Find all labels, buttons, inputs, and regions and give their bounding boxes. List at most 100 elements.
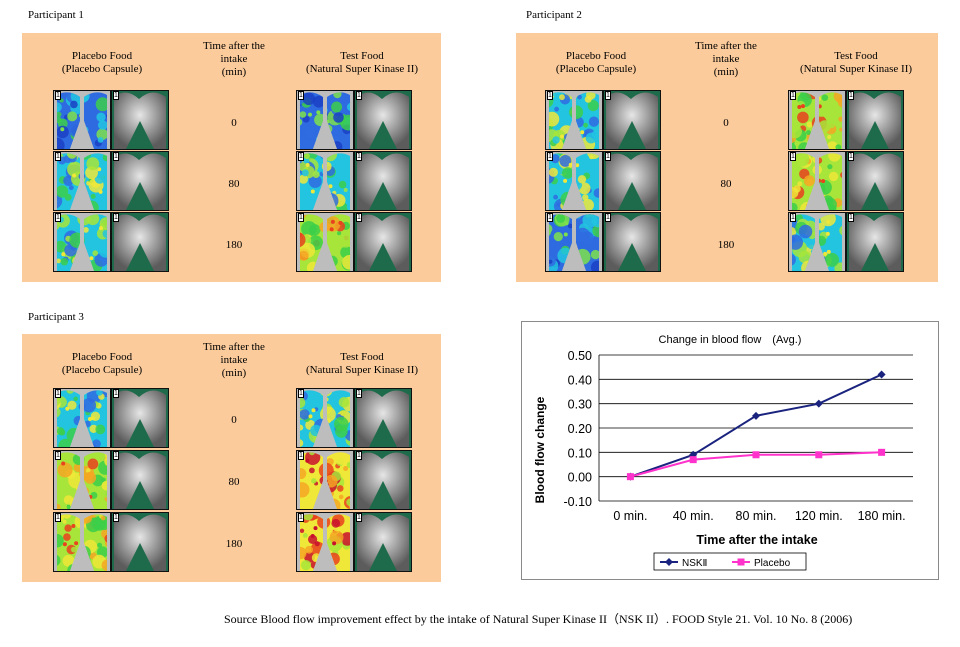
thumb-corner-marker: 1 (790, 213, 796, 222)
placebo-header-line2: (Placebo Capsule) (555, 63, 637, 75)
test-header-line2: (Natural Super Kinase II) (799, 63, 913, 75)
placebo-header-line1: Placebo Food (565, 50, 627, 62)
data-point (877, 370, 886, 379)
time-value: 0 (231, 414, 237, 426)
thumb-corner-marker: 1 (298, 213, 304, 222)
visible-image: 1 (846, 90, 904, 150)
data-point (626, 473, 634, 481)
thumb-corner-marker: 1 (298, 152, 304, 161)
thumb-corner-marker: 1 (113, 389, 119, 398)
thumb-corner-marker: 1 (298, 91, 304, 100)
thermography-image: 1 (53, 212, 111, 272)
visible-image: 1 (603, 151, 661, 211)
visible-image: 1 (846, 212, 904, 272)
thermography-image: 1 (788, 90, 846, 150)
thermography-image: 1 (53, 388, 111, 448)
data-point (752, 451, 760, 459)
visible-image: 1 (603, 212, 661, 272)
time-value: 80 (228, 178, 240, 190)
source-citation: Source Blood flow improvement effect by … (224, 612, 853, 626)
y-tick-label: 0.10 (568, 446, 592, 460)
x-axis-label: Time after the intake (696, 533, 817, 547)
placebo-header: Placebo Food (Placebo Capsule) (42, 50, 162, 76)
data-point (815, 451, 823, 459)
test-header-line2: (Natural Super Kinase II) (305, 63, 419, 75)
thumb-corner-marker: 1 (356, 389, 362, 398)
participant-2-panel: Placebo Food (Placebo Capsule) Time afte… (516, 33, 938, 282)
visible-image: 1 (111, 388, 169, 448)
thumb-corner-marker: 1 (113, 91, 119, 100)
data-point (752, 411, 760, 420)
axis-layer: -0.10 0.00 0.10 0.20 0.30 0.40 0.50 0 min. 40 mi… (564, 349, 906, 523)
time-header-line2: intake (220, 53, 248, 65)
thumb-corner-marker: 1 (298, 451, 304, 460)
time-value: 0 (723, 117, 729, 129)
thumb-corner-marker: 1 (848, 91, 854, 100)
thermography-image: 1 (296, 450, 354, 510)
thumb-corner-marker: 1 (55, 213, 61, 222)
x-tick-label: 0 min. (613, 509, 647, 523)
time-header: Time after the intake (min) (194, 341, 274, 380)
participant-3-label: Participant 3 (28, 311, 84, 323)
thumb-corner-marker: 1 (356, 213, 362, 222)
thumb-corner-marker: 1 (356, 451, 362, 460)
thermography-image: 1 (53, 90, 111, 150)
thumb-corner-marker: 1 (547, 213, 553, 222)
thermography-image: 1 (296, 212, 354, 272)
time-header-line1: Time after the (695, 40, 757, 52)
time-value: 0 (231, 117, 237, 129)
thumb-corner-marker: 1 (848, 152, 854, 161)
visible-image: 1 (111, 512, 169, 572)
time-header-line1: Time after the (203, 40, 265, 52)
visible-image: 1 (354, 212, 412, 272)
legend-marker (665, 558, 673, 566)
visible-image: 1 (111, 151, 169, 211)
time-header-line3: (min) (713, 66, 739, 78)
visible-image: 1 (111, 212, 169, 272)
thermography-image: 1 (53, 151, 111, 211)
test-header-line1: Test Food (340, 50, 384, 62)
thumb-corner-marker: 1 (790, 91, 796, 100)
time-header-line3: (min) (221, 367, 247, 379)
thermography-image: 1 (788, 151, 846, 211)
thermography-image: 1 (545, 212, 603, 272)
data-point (689, 456, 697, 464)
thumb-corner-marker: 1 (113, 152, 119, 161)
thumb-corner-marker: 1 (356, 152, 362, 161)
time-value: 180 (225, 239, 243, 251)
time-value: 80 (720, 178, 732, 190)
thumb-corner-marker: 1 (298, 389, 304, 398)
visible-image: 1 (354, 388, 412, 448)
legend-box (653, 552, 807, 571)
test-header-line1: Test Food (834, 50, 878, 62)
visible-image: 1 (603, 90, 661, 150)
placebo-header-line1: Placebo Food (71, 351, 133, 363)
placebo-header: Placebo Food (Placebo Capsule) (42, 351, 162, 377)
series-layer (626, 370, 886, 481)
visible-image: 1 (354, 512, 412, 572)
y-tick-label: 0.50 (568, 349, 592, 363)
thumb-corner-marker: 1 (605, 152, 611, 161)
visible-image: 1 (354, 151, 412, 211)
data-point (814, 399, 823, 408)
thumb-corner-marker: 1 (790, 152, 796, 161)
grid-layer (599, 354, 913, 502)
thumb-corner-marker: 1 (55, 389, 61, 398)
test-header-line2: (Natural Super Kinase II) (305, 364, 419, 376)
legend: NSKⅡ Placebo (653, 552, 807, 571)
thermography-image: 1 (53, 450, 111, 510)
chart-svg: Change in blood flow (Avg.) Blood flow c… (533, 334, 913, 571)
visible-image: 1 (111, 90, 169, 150)
placebo-header: Placebo Food (Placebo Capsule) (536, 50, 656, 76)
visible-image: 1 (354, 450, 412, 510)
thermography-image: 1 (296, 90, 354, 150)
thumb-corner-marker: 1 (55, 91, 61, 100)
visible-image: 1 (111, 450, 169, 510)
participant-1-label: Participant 1 (28, 9, 84, 21)
thumb-corner-marker: 1 (55, 513, 61, 522)
thumb-corner-marker: 1 (55, 451, 61, 460)
time-value: 180 (225, 538, 243, 550)
time-value: 180 (717, 239, 735, 251)
time-header-line1: Time after the (203, 341, 265, 353)
time-header-line2: intake (712, 53, 740, 65)
